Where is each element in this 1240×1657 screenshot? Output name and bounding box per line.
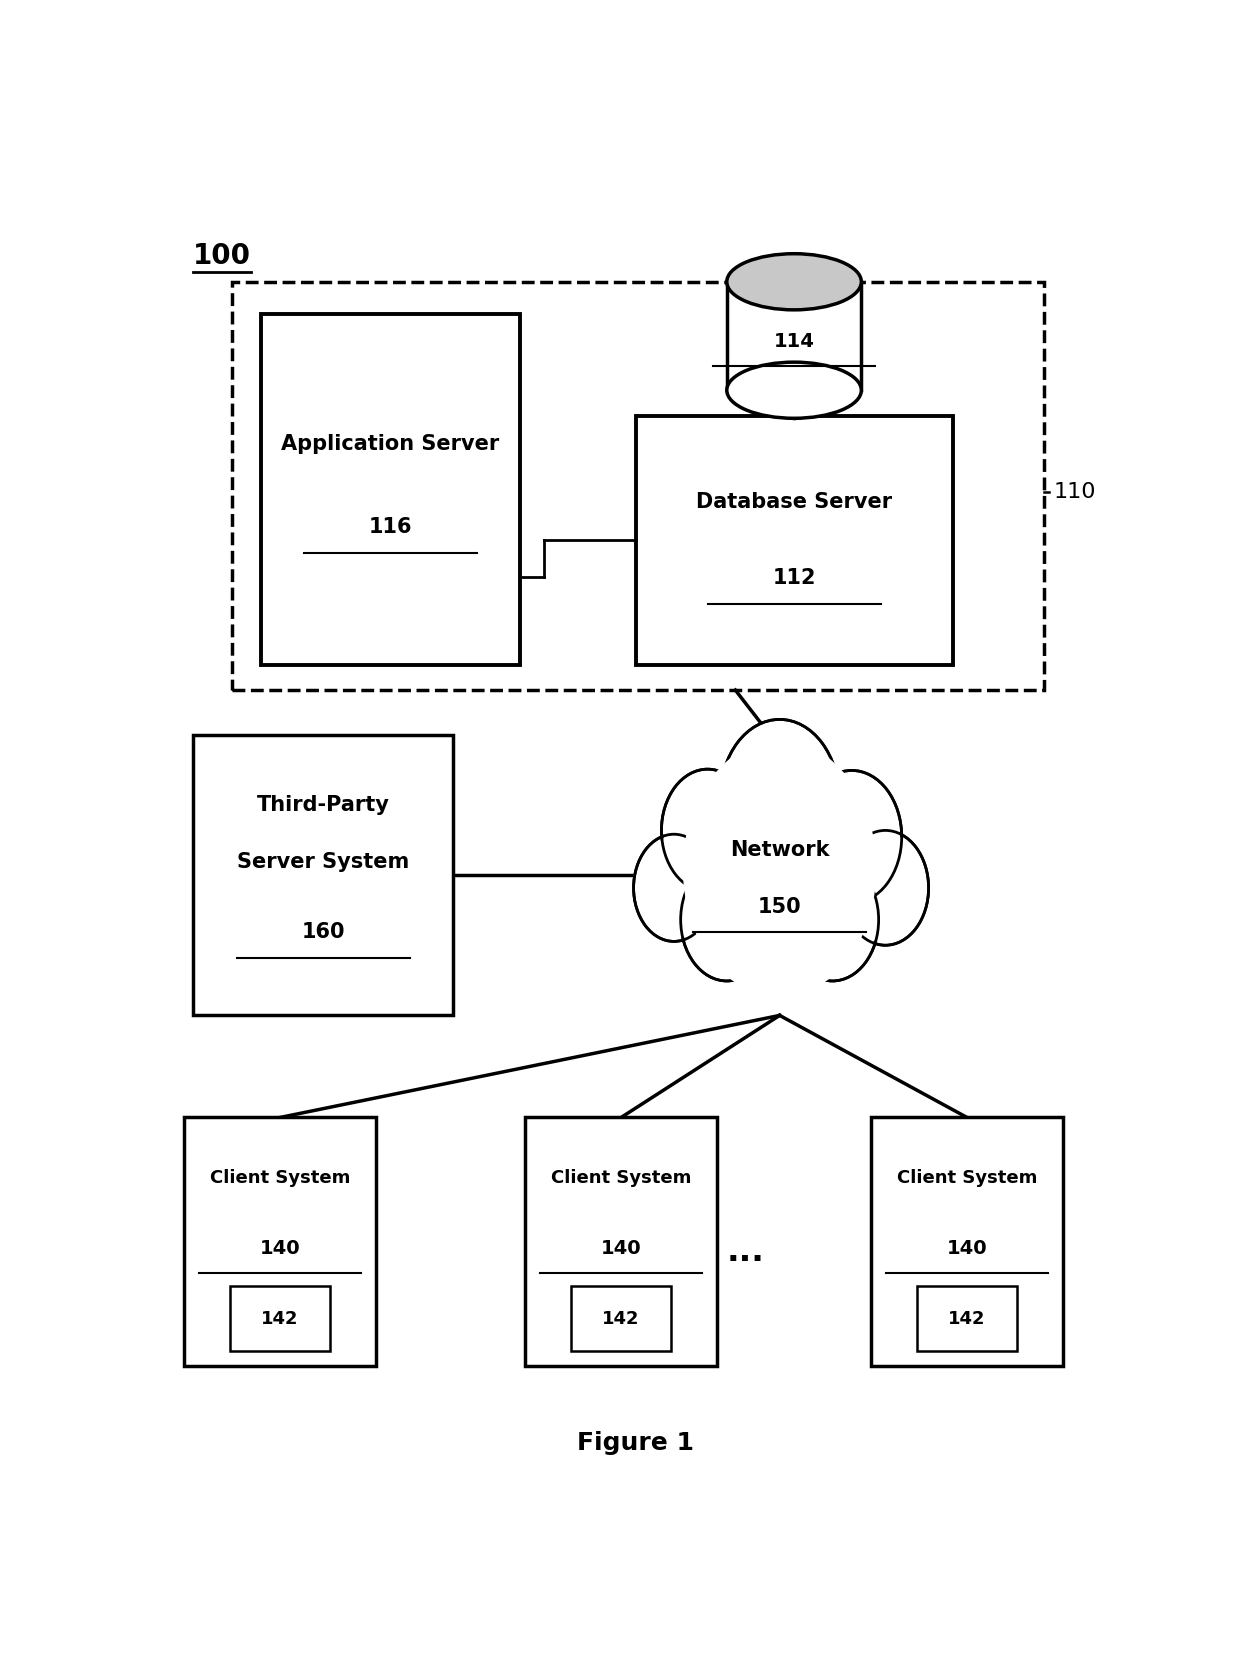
Circle shape <box>786 858 879 981</box>
Text: Server System: Server System <box>237 852 409 872</box>
Circle shape <box>842 830 929 944</box>
Ellipse shape <box>727 363 862 418</box>
Text: Database Server: Database Server <box>696 492 892 512</box>
Circle shape <box>636 838 712 938</box>
Bar <box>525 1117 717 1367</box>
Text: 112: 112 <box>773 568 816 588</box>
Circle shape <box>844 833 926 941</box>
Bar <box>727 282 862 389</box>
Circle shape <box>805 774 899 900</box>
Circle shape <box>665 772 751 888</box>
Text: 150: 150 <box>758 896 801 916</box>
Bar <box>635 416 952 664</box>
Bar <box>193 734 453 1016</box>
Text: Client System: Client System <box>897 1170 1037 1186</box>
Text: 140: 140 <box>259 1239 300 1258</box>
Text: Application Server: Application Server <box>281 434 500 454</box>
Circle shape <box>661 769 754 891</box>
Circle shape <box>723 722 836 873</box>
Bar <box>572 1286 671 1350</box>
Circle shape <box>683 741 875 996</box>
Circle shape <box>802 771 901 903</box>
Text: Client System: Client System <box>210 1170 350 1186</box>
Circle shape <box>711 802 849 986</box>
Circle shape <box>634 833 714 941</box>
Text: Figure 1: Figure 1 <box>577 1432 694 1455</box>
Circle shape <box>790 862 875 978</box>
Text: 110: 110 <box>1054 482 1096 502</box>
Text: 142: 142 <box>603 1309 640 1327</box>
Text: 140: 140 <box>946 1239 987 1258</box>
Circle shape <box>713 807 846 983</box>
Text: 160: 160 <box>301 923 345 943</box>
Text: ...: ... <box>727 1234 765 1268</box>
Bar <box>232 282 1044 689</box>
Text: 142: 142 <box>949 1309 986 1327</box>
Ellipse shape <box>727 254 862 310</box>
Text: 140: 140 <box>600 1239 641 1258</box>
Circle shape <box>720 719 839 878</box>
Text: Network: Network <box>730 840 830 860</box>
Text: 100: 100 <box>193 242 252 270</box>
Bar <box>260 313 521 664</box>
Bar <box>184 1117 376 1367</box>
Bar <box>229 1286 330 1350</box>
Text: 142: 142 <box>262 1309 299 1327</box>
Text: Client System: Client System <box>551 1170 691 1186</box>
Bar <box>918 1286 1017 1350</box>
Text: 114: 114 <box>774 331 815 351</box>
Circle shape <box>683 862 770 978</box>
Circle shape <box>681 858 773 981</box>
Bar <box>870 1117 1063 1367</box>
Text: 116: 116 <box>368 517 412 537</box>
Text: Third-Party: Third-Party <box>257 795 389 815</box>
